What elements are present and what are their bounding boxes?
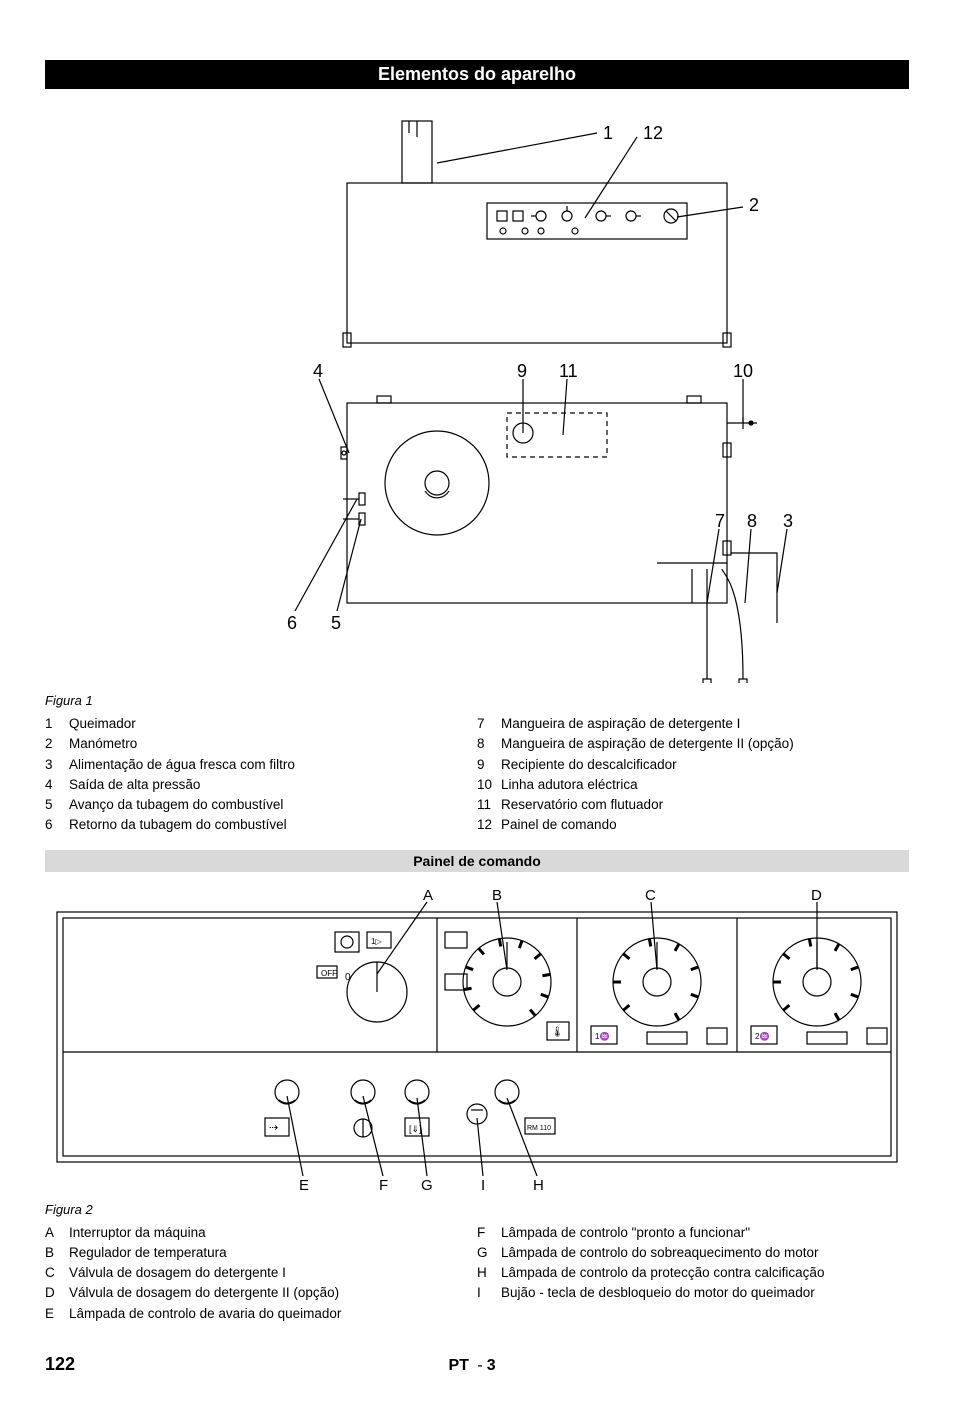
label-10: 10 bbox=[733, 361, 753, 381]
legend-item: CVálvula de dosagem do detergente I bbox=[45, 1263, 477, 1283]
label-3: 3 bbox=[783, 511, 793, 531]
legend-item: 4Saída de alta pressão bbox=[45, 775, 477, 795]
legend-item: IBujão - tecla de desbloqueio do motor d… bbox=[477, 1283, 909, 1303]
legend-item: 1Queimador bbox=[45, 714, 477, 734]
label-E: E bbox=[299, 1177, 309, 1192]
legend-item: 10Linha adutora eléctrica bbox=[477, 775, 909, 795]
legend-item: HLâmpada de controlo da protecção contra… bbox=[477, 1263, 909, 1283]
legend-item: 3Alimentação de água fresca com filtro bbox=[45, 755, 477, 775]
label-2: 2 bbox=[749, 195, 759, 215]
label-4: 4 bbox=[313, 361, 323, 381]
label-C: C bbox=[645, 887, 656, 904]
label-A: A bbox=[423, 887, 433, 904]
label-5: 5 bbox=[331, 613, 341, 633]
page-number: 122 bbox=[45, 1354, 75, 1375]
legend-item: 7Mangueira de aspiração de detergente I bbox=[477, 714, 909, 734]
svg-text:OFF: OFF bbox=[321, 969, 337, 978]
figure1-legend: 1Queimador2Manómetro3Alimentação de água… bbox=[45, 714, 909, 836]
label-9: 9 bbox=[517, 361, 527, 381]
label-7: 7 bbox=[715, 511, 725, 531]
legend-item: ELâmpada de controlo de avaria do queima… bbox=[45, 1304, 477, 1324]
device-diagram: 1 12 2 4 9 11 10 7 8 3 6 5 bbox=[147, 103, 807, 683]
svg-text:RM 110: RM 110 bbox=[527, 1125, 551, 1132]
page-header: Elementos do aparelho bbox=[45, 60, 909, 89]
svg-text:1♒: 1♒ bbox=[595, 1031, 609, 1041]
legend-item: BRegulador de temperatura bbox=[45, 1243, 477, 1263]
legend-item: 6Retorno da tubagem do combustível bbox=[45, 815, 477, 835]
legend-item: 9Recipiente do descalcificador bbox=[477, 755, 909, 775]
legend-item: DVálvula de dosagem do detergente II (op… bbox=[45, 1283, 477, 1303]
label-G: G bbox=[421, 1177, 433, 1192]
label-D: D bbox=[811, 887, 822, 904]
legend-item: GLâmpada de controlo do sobreaquecimento… bbox=[477, 1243, 909, 1263]
legend-item: AInterruptor da máquina bbox=[45, 1223, 477, 1243]
svg-text:0: 0 bbox=[345, 972, 351, 983]
legend-item: 2Manómetro bbox=[45, 734, 477, 754]
legend-item: 5Avanço da tubagem do combustível bbox=[45, 795, 477, 815]
sub-page: 3 bbox=[487, 1357, 496, 1374]
section-panel-header: Painel de comando bbox=[45, 850, 909, 872]
label-H: H bbox=[533, 1177, 544, 1192]
label-6: 6 bbox=[287, 613, 297, 633]
svg-text:⇢: ⇢ bbox=[269, 1122, 278, 1134]
label-1: 1 bbox=[603, 123, 613, 143]
label-B: B bbox=[492, 887, 502, 904]
legend-item: FLâmpada de controlo "pronto a funcionar… bbox=[477, 1223, 909, 1243]
control-panel-diagram: OFF 0 1▷ � bbox=[47, 882, 907, 1192]
figure-1: 1 12 2 4 9 11 10 7 8 3 6 5 bbox=[45, 103, 909, 683]
svg-text:1▷: 1▷ bbox=[371, 937, 382, 946]
lang-code: PT bbox=[448, 1357, 468, 1374]
label-11: 11 bbox=[559, 361, 578, 381]
svg-text:🌡: 🌡 bbox=[551, 1026, 564, 1038]
label-8: 8 bbox=[747, 511, 757, 531]
legend-item: 12Painel de comando bbox=[477, 815, 909, 835]
legend-item: 11Reservatório com flutuador bbox=[477, 795, 909, 815]
figure1-caption: Figura 1 bbox=[45, 693, 909, 708]
label-F: F bbox=[379, 1177, 388, 1192]
figure2-legend: AInterruptor da máquinaBRegulador de tem… bbox=[45, 1223, 909, 1324]
label-I: I bbox=[481, 1177, 485, 1192]
legend-item: 8Mangueira de aspiração de detergente II… bbox=[477, 734, 909, 754]
label-12: 12 bbox=[643, 123, 663, 143]
figure-2: OFF 0 1▷ � bbox=[45, 882, 909, 1192]
page-footer: 122 PT -3 bbox=[45, 1354, 909, 1375]
svg-text:2♒: 2♒ bbox=[755, 1031, 769, 1041]
svg-text:[⇓]: [⇓] bbox=[409, 1124, 422, 1134]
figure2-caption: Figura 2 bbox=[45, 1202, 909, 1217]
